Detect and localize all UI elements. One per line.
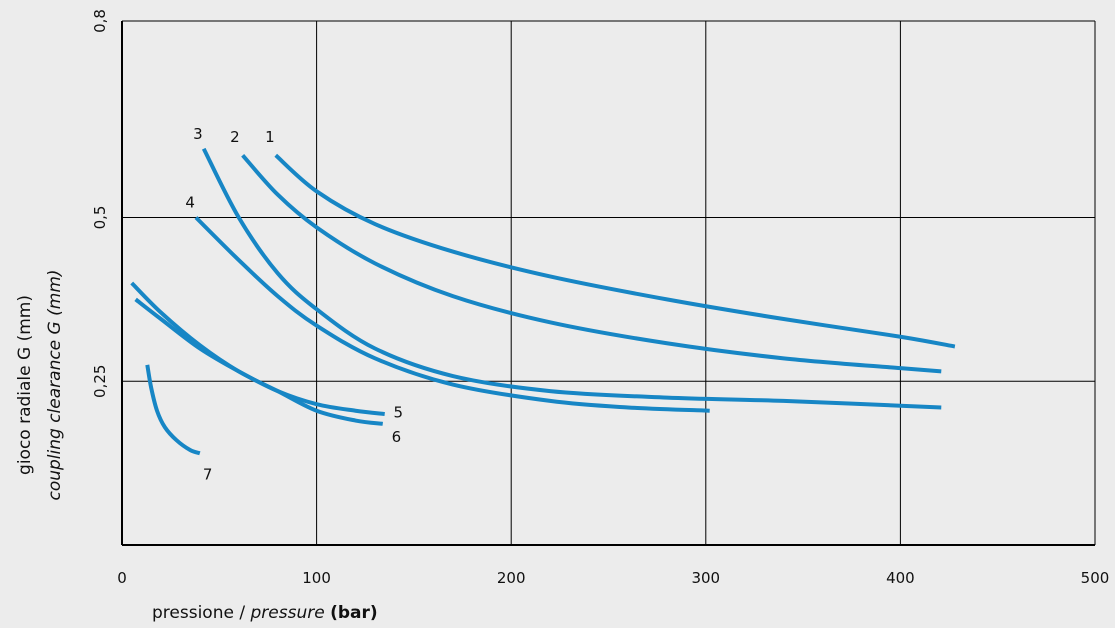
y-tick-label: 0,8 — [91, 9, 109, 33]
curve-labels: 1 2 3 4 5 6 7 — [185, 125, 403, 484]
x-tick-label: 300 — [691, 569, 720, 587]
curve-4 — [194, 216, 710, 413]
y-tick-label: 0,5 — [91, 206, 109, 230]
curve-7 — [145, 364, 201, 456]
tick-labels: 0 100 200 300 400 500 0,25 0,5 0,8 — [91, 9, 1109, 587]
y-tick-label: 0,25 — [91, 365, 109, 398]
curve-label-5: 5 — [394, 403, 404, 421]
axes — [121, 21, 1095, 546]
curve-label-6: 6 — [392, 428, 402, 446]
curve-2 — [241, 153, 942, 374]
x-tick-label: 200 — [497, 569, 526, 587]
x-tick-label: 400 — [886, 569, 915, 587]
y-axis-title-line2: coupling clearance G (mm) — [45, 269, 65, 500]
series-group — [130, 147, 956, 456]
y-axis-title-line1: gioco radiale G (mm) — [15, 295, 35, 475]
curve-label-1: 1 — [265, 128, 275, 146]
x-axis-title: pressione / pressure (bar) — [152, 603, 378, 623]
x-tick-label: 0 — [117, 569, 127, 587]
x-tick-label: 500 — [1081, 569, 1110, 587]
curve-label-7: 7 — [203, 466, 213, 484]
x-tick-label: 100 — [302, 569, 331, 587]
curve-label-3: 3 — [193, 125, 203, 143]
curve-label-4: 4 — [185, 194, 195, 212]
curve-label-2: 2 — [230, 128, 240, 146]
curve-1 — [274, 153, 956, 349]
curve-6 — [130, 281, 384, 426]
curve-3 — [201, 147, 942, 410]
grid — [122, 20, 1096, 545]
curve-5 — [134, 297, 385, 416]
